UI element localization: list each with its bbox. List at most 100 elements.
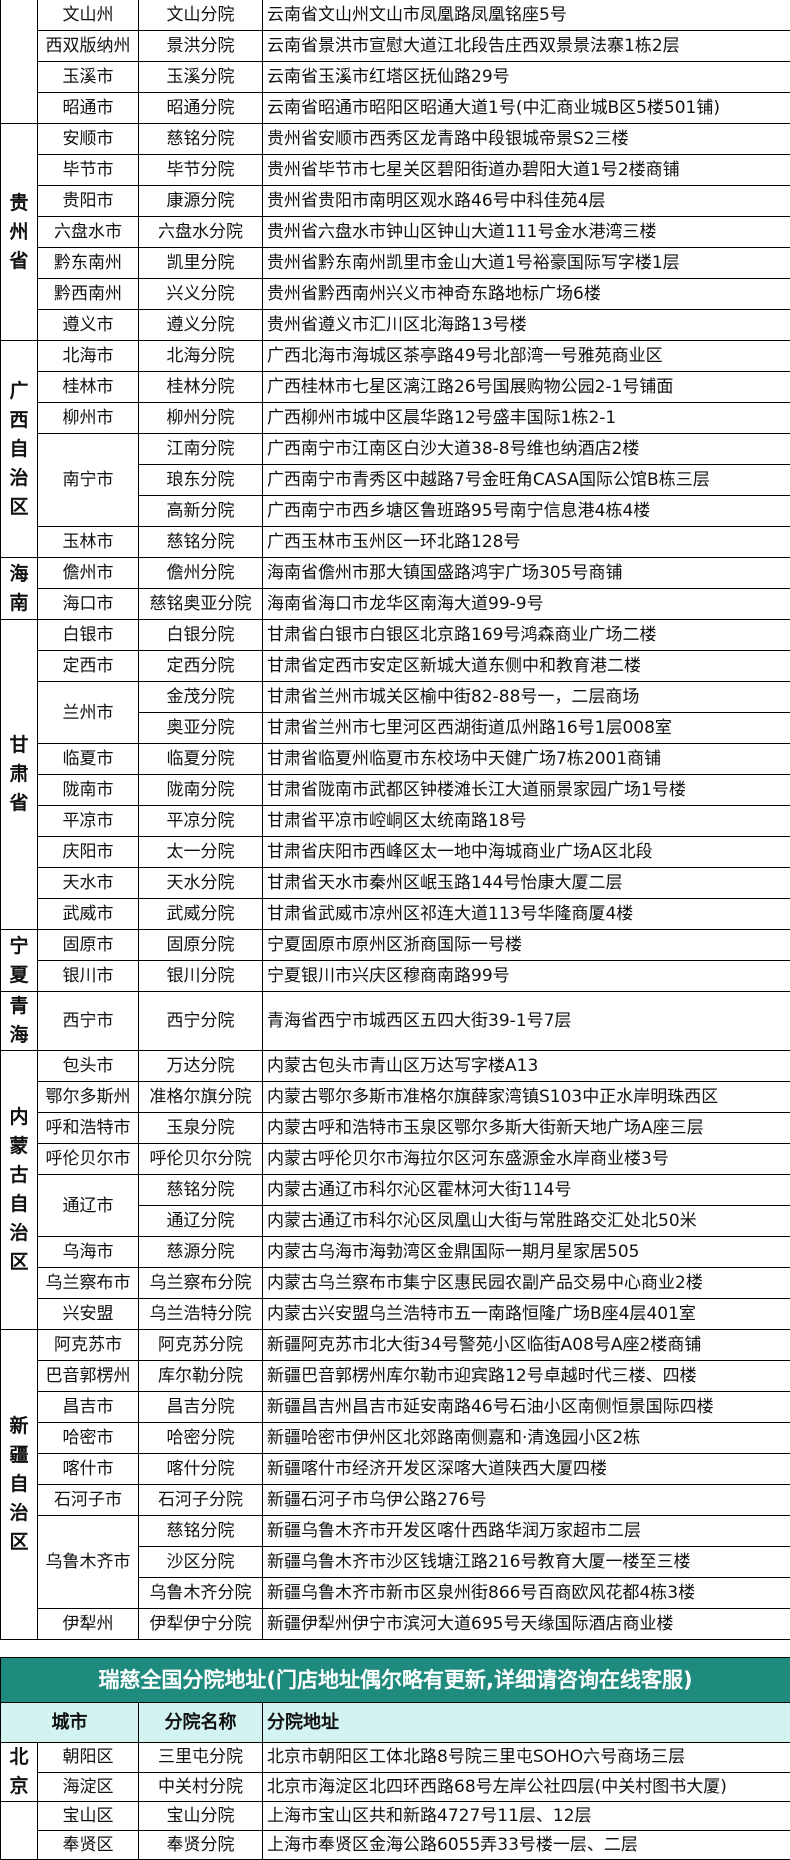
table-row: 柳州市柳州分院广西柳州市城中区晨华路12号盛丰国际1栋2-1	[1, 403, 790, 434]
table-row: 陇南市陇南分院甘肃省陇南市武都区钟楼滩长江大道丽景家园广场1号楼	[1, 775, 790, 806]
branch-address-cell: 内蒙古呼和浩特市玉泉区鄂尔多斯大街新天地广场A座三层	[263, 1113, 790, 1144]
city-cell: 乌鲁木齐市	[38, 1516, 139, 1609]
branch-address-cell: 甘肃省庆阳市西峰区太一地中海城商业广场A区北段	[263, 837, 790, 868]
table-title-row: 瑞慈全国分院地址(门店地址偶尔略有更新,详细请咨询在线客服)	[1, 1658, 790, 1703]
branch-address-cell: 青海省西宁市城西区五四大街39-1号7层	[263, 992, 790, 1051]
city-cell: 白银市	[38, 620, 139, 651]
city-cell: 遵义市	[38, 310, 139, 341]
city-cell: 天水市	[38, 868, 139, 899]
table-row: 玉林市慈铭分院广西玉林市玉州区一环北路128号	[1, 527, 790, 558]
branch-address-cell: 上海市奉贤区金海公路6055弄33号楼一层、二层	[263, 1831, 790, 1860]
branch-address-cell: 宁夏固原市原州区浙商国际一号楼	[263, 930, 790, 961]
branch-address-cell: 新疆乌鲁木齐市开发区喀什西路华润万家超市二层	[263, 1516, 790, 1547]
table-row: 鄂尔多斯州准格尔旗分院内蒙古鄂尔多斯市准格尔旗薛家湾镇S103中正水岸明珠西区	[1, 1082, 790, 1113]
city-cell: 巴音郭楞州	[38, 1361, 139, 1392]
table-row: 宁夏固原市固原分院宁夏固原市原州区浙商国际一号楼	[1, 930, 790, 961]
branch-address-cell: 内蒙古通辽市科尔沁区凤凰山大街与常胜路交汇处北50米	[263, 1206, 790, 1237]
province-cell: 甘肃省	[1, 620, 38, 930]
city-cell: 黔西南州	[38, 279, 139, 310]
table-row: 乌鲁木齐市慈铭分院新疆乌鲁木齐市开发区喀什西路华润万家超市二层	[1, 1516, 790, 1547]
branch-name-cell: 准格尔旗分院	[139, 1082, 263, 1113]
branch-address-cell: 新疆昌吉州昌吉市延安南路46号石油小区南侧恒景国际四楼	[263, 1392, 790, 1423]
province-cell: 青海	[1, 992, 38, 1051]
city-cell: 黔东南州	[38, 248, 139, 279]
branch-name-cell: 沙区分院	[139, 1547, 263, 1578]
branch-address-cell: 内蒙古包头市青山区万达写字楼A13	[263, 1051, 790, 1082]
branch-name-cell: 兴义分院	[139, 279, 263, 310]
city-cell: 玉林市	[38, 527, 139, 558]
header-city: 城市	[1, 1703, 139, 1743]
table-row: 青海西宁市西宁分院青海省西宁市城西区五四大街39-1号7层	[1, 992, 790, 1051]
branch-name-cell: 慈铭分院	[139, 1175, 263, 1206]
table-row: 临夏市临夏分院甘肃省临夏州临夏市东校场中天健广场7栋2001商铺	[1, 744, 790, 775]
province-cell: 内蒙古自治区	[1, 1051, 38, 1330]
branch-name-cell: 康源分院	[139, 186, 263, 217]
branch-address-cell: 上海市宝山区共和新路4727号11层、12层	[263, 1802, 790, 1831]
table-row: 定西市定西分院甘肃省定西市安定区新城大道东侧中和教育港二楼	[1, 651, 790, 682]
branch-name-cell: 阿克苏分院	[139, 1330, 263, 1361]
city-cell: 乌兰察布市	[38, 1268, 139, 1299]
table-row: 昌吉市昌吉分院新疆昌吉州昌吉市延安南路46号石油小区南侧恒景国际四楼	[1, 1392, 790, 1423]
branch-name-cell: 伊犁伊宁分院	[139, 1609, 263, 1640]
table-row: 天水市天水分院甘肃省天水市秦州区岷玉路144号怡康大厦二层	[1, 868, 790, 899]
table-row: 武威市武威分院甘肃省武威市凉州区祁连大道113号华隆商厦4楼	[1, 899, 790, 930]
branch-name-cell: 北海分院	[139, 341, 263, 372]
branch-address-cell: 内蒙古呼伦贝尔市海拉尔区河东盛源金水岸商业楼3号	[263, 1144, 790, 1175]
city-cell: 昌吉市	[38, 1392, 139, 1423]
table-row: 巴音郭楞州库尔勒分院新疆巴音郭楞州库尔勒市迎宾路12号卓越时代三楼、四楼	[1, 1361, 790, 1392]
branch-name-cell: 乌兰浩特分院	[139, 1299, 263, 1330]
table-row: 平凉市平凉分院甘肃省平凉市崆峒区太统南路18号	[1, 806, 790, 837]
branch-address-cell: 甘肃省兰州市城关区榆中街82-88号一，二层商场	[263, 682, 790, 713]
branch-address-cell: 海南省海口市龙华区南海大道99-9号	[263, 589, 790, 620]
branch-name-cell: 金茂分院	[139, 682, 263, 713]
branch-address-cell: 新疆乌鲁木齐市沙区钱塘江路216号教育大厦一楼至三楼	[263, 1547, 790, 1578]
table-row: 呼和浩特市玉泉分院内蒙古呼和浩特市玉泉区鄂尔多斯大街新天地广场A座三层	[1, 1113, 790, 1144]
branch-name-cell: 太一分院	[139, 837, 263, 868]
branch-name-cell: 呼伦贝尔分院	[139, 1144, 263, 1175]
table-row: 呼伦贝尔市呼伦贝尔分院内蒙古呼伦贝尔市海拉尔区河东盛源金水岸商业楼3号	[1, 1144, 790, 1175]
branch-address-cell: 新疆哈密市伊州区北郊路南侧嘉和·清逸园小区2栋	[263, 1423, 790, 1454]
branch-address-cell: 广西玉林市玉州区一环北路128号	[263, 527, 790, 558]
city-cell: 玉溪市	[38, 62, 139, 93]
branch-address-cell: 贵州省遵义市汇川区北海路13号楼	[263, 310, 790, 341]
branch-address-cell: 云南省文山州文山市凤凰路凤凰铭座5号	[263, 0, 790, 31]
city-cell: 乌海市	[38, 1237, 139, 1268]
branch-name-cell: 中关村分院	[139, 1772, 263, 1802]
city-cell: 银川市	[38, 961, 139, 992]
city-cell: 鄂尔多斯州	[38, 1082, 139, 1113]
table-row: 喀什市喀什分院新疆喀什市经济开发区深喀大道陕西大厦四楼	[1, 1454, 790, 1485]
branch-address-cell: 内蒙古通辽市科尔沁区霍林河大街114号	[263, 1175, 790, 1206]
table-row: 玉溪市玉溪分院云南省玉溪市红塔区抚仙路29号	[1, 62, 790, 93]
city-cell: 海口市	[38, 589, 139, 620]
table-title: 瑞慈全国分院地址(门店地址偶尔略有更新,详细请咨询在线客服)	[1, 1658, 790, 1703]
city-cell: 兴安盟	[38, 1299, 139, 1330]
city-cell: 定西市	[38, 651, 139, 682]
branch-name-cell: 慈源分院	[139, 1237, 263, 1268]
branch-name-cell: 哈密分院	[139, 1423, 263, 1454]
table-row: 昭通市昭通分院云南省昭通市昭阳区昭通大道1号(中汇商业城B区5楼501铺)	[1, 93, 790, 124]
branch-name-cell: 三里屯分院	[139, 1743, 263, 1773]
branch-address-cell: 内蒙古乌海市海勃湾区金鼎国际一期月星家居505	[263, 1237, 790, 1268]
table-row: 西双版纳州景洪分院云南省景洪市宣慰大道江北段告庄西双景景法寨1栋2层	[1, 31, 790, 62]
branch-address-cell: 甘肃省平凉市崆峒区太统南路18号	[263, 806, 790, 837]
table-row: 黔东南州凯里分院贵州省黔东南州凯里市金山大道1号裕豪国际写字楼1层	[1, 248, 790, 279]
branch-address-cell: 宁夏银川市兴庆区穆商南路99号	[263, 961, 790, 992]
city-cell: 固原市	[38, 930, 139, 961]
city-cell: 宝山区	[38, 1802, 139, 1831]
branch-name-cell: 奉贤分院	[139, 1831, 263, 1860]
province-cell: 北京	[1, 1743, 38, 1802]
branch-name-cell: 武威分院	[139, 899, 263, 930]
city-cell: 庆阳市	[38, 837, 139, 868]
branch-address-cell: 新疆伊犁州伊宁市滨河大道695号天缘国际酒店商业楼	[263, 1609, 790, 1640]
city-cell: 文山州	[38, 0, 139, 31]
branch-address-cell: 新疆巴音郭楞州库尔勒市迎宾路12号卓越时代三楼、四楼	[263, 1361, 790, 1392]
branch-name-cell: 凯里分院	[139, 248, 263, 279]
branch-name-cell: 石河子分院	[139, 1485, 263, 1516]
table-row: 奉贤区奉贤分院上海市奉贤区金海公路6055弄33号楼一层、二层	[1, 1831, 790, 1860]
branch-name-cell: 陇南分院	[139, 775, 263, 806]
branch-address-cell: 广西南宁市西乡塘区鲁班路95号南宁信息港4栋4楼	[263, 496, 790, 527]
city-cell: 通辽市	[38, 1175, 139, 1237]
city-cell: 六盘水市	[38, 217, 139, 248]
branch-name-cell: 慈铭分院	[139, 1516, 263, 1547]
branch-address-cell: 北京市朝阳区工体北路8号院三里屯SOHO六号商场三层	[263, 1743, 790, 1773]
